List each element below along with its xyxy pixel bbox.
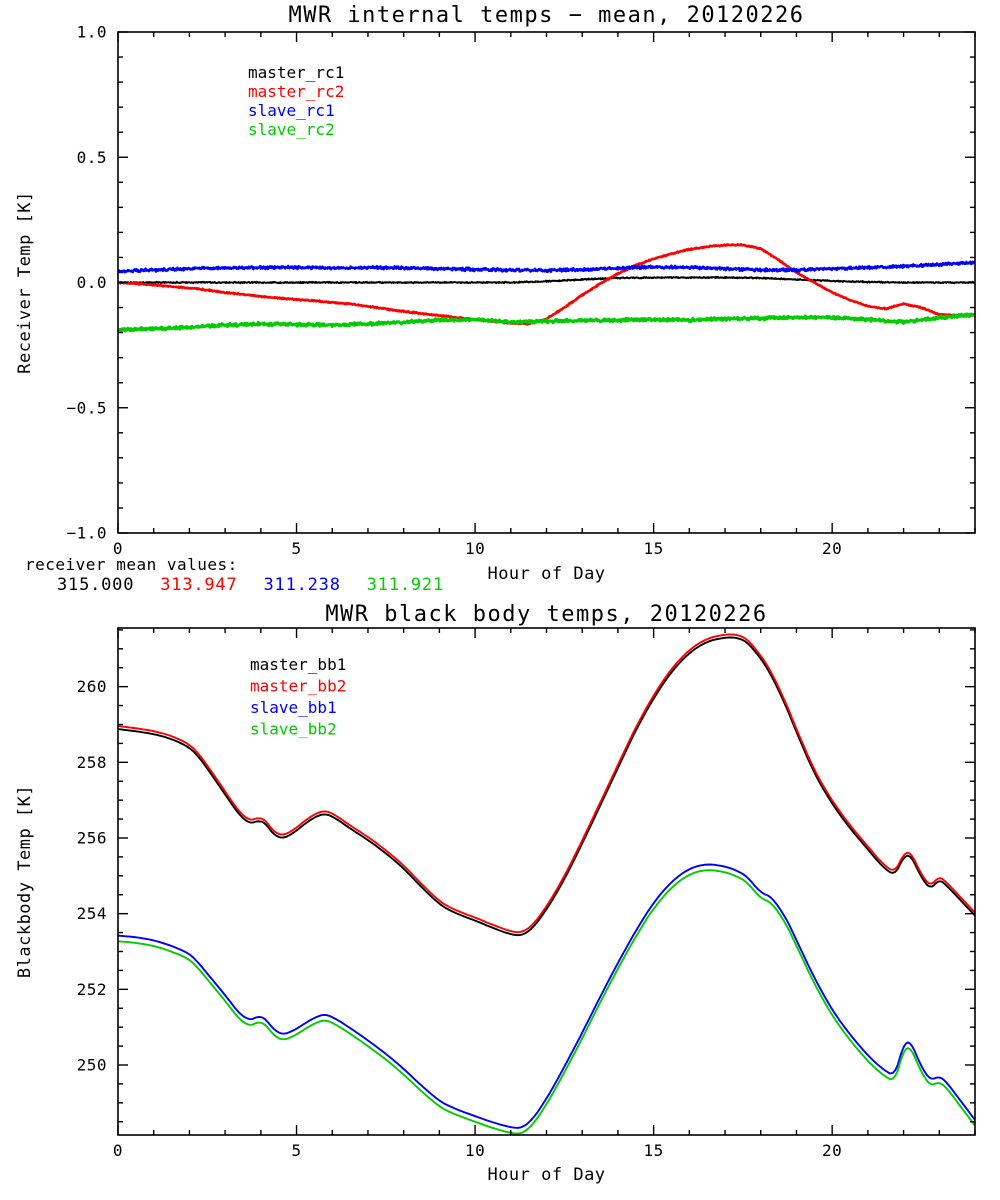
mean-value-slave-rc1: 311.238: [263, 575, 341, 595]
series-slave_bb1: [118, 863, 975, 1129]
x-tick-label: 15: [643, 1141, 663, 1160]
receiver-mean-values-label: receiver mean values:: [25, 555, 238, 574]
x-tick-label: 20: [822, 539, 842, 558]
series-slave_bb2: [118, 869, 975, 1135]
x-tick-label: 5: [291, 1141, 301, 1160]
series-master_bb1: [118, 636, 975, 937]
blackbody-temp-chart: 0 5 10 15 20 250 252 254 256 258 260 MWR black body…: [15, 602, 976, 1185]
y-tick-label: −0.5: [66, 398, 107, 417]
y-tick-label: 0.0: [77, 273, 107, 292]
chart-title: MWR internal temps − mean, 20120226: [288, 3, 804, 28]
x-tick-label: 0: [113, 539, 123, 558]
y-tick-label: 260: [77, 677, 107, 696]
x-tick-label: 5: [291, 539, 301, 558]
y-tick-label: 252: [77, 980, 107, 999]
legend-label-slave_rc1: slave_rc1: [248, 101, 335, 120]
x-axis-label: Hour of Day: [487, 564, 605, 584]
receiver-mean-values: 315.000 313.947 311.238 311.921: [57, 575, 444, 595]
series-slave_rc1: [118, 260, 975, 274]
legend-label-master_rc1: master_rc1: [248, 63, 344, 82]
y-tick-label: 0.5: [77, 148, 107, 167]
y-tick-label: 254: [77, 904, 107, 923]
series-master_bb2: [118, 633, 975, 934]
x-tick-label: 15: [643, 539, 663, 558]
series-master_rc2: [118, 243, 975, 326]
legend-label-slave_rc2: slave_rc2: [248, 120, 335, 139]
legend-label-master_bb2: master_bb2: [250, 677, 346, 696]
y-tick-label: 258: [77, 753, 107, 772]
y-tick-label: 1.0: [77, 23, 107, 42]
x-tick-label: 10: [465, 539, 485, 558]
series-slave_rc2: [118, 312, 975, 333]
x-tick-label: 10: [465, 1141, 485, 1160]
legend-label-master_bb1: master_bb1: [250, 655, 346, 674]
legend-label-slave_bb1: slave_bb1: [250, 698, 337, 717]
axis-ticks: [117, 31, 976, 534]
legend-label-slave_bb2: slave_bb2: [250, 720, 337, 739]
plot-frame: [117, 627, 976, 1136]
legend-label-master_rc2: master_rc2: [248, 82, 344, 101]
y-axis-label: Blackbody Temp [K]: [15, 785, 35, 978]
mean-value-master-rc1: 315.000: [57, 575, 135, 595]
y-axis-label: Receiver Temp [K]: [15, 191, 35, 374]
receiver-temp-chart: 0 5 10 15 20 −1.0 −0.5 0.0 0.5 1.0 MWR internal te…: [15, 3, 976, 584]
chart-title: MWR black body temps, 20120226: [325, 602, 767, 627]
axis-ticks: [117, 628, 976, 1135]
series-master_rc1: [118, 275, 975, 285]
y-tick-label: −1.0: [66, 524, 107, 543]
y-tick-label: 256: [77, 828, 107, 847]
x-tick-label: 20: [822, 1141, 842, 1160]
x-axis-label: Hour of Day: [487, 1165, 605, 1185]
x-tick-label: 0: [113, 1141, 123, 1160]
mean-value-slave-rc2: 311.921: [366, 575, 444, 595]
y-tick-label: 250: [77, 1056, 107, 1075]
mean-value-master-rc2: 313.947: [160, 575, 238, 595]
